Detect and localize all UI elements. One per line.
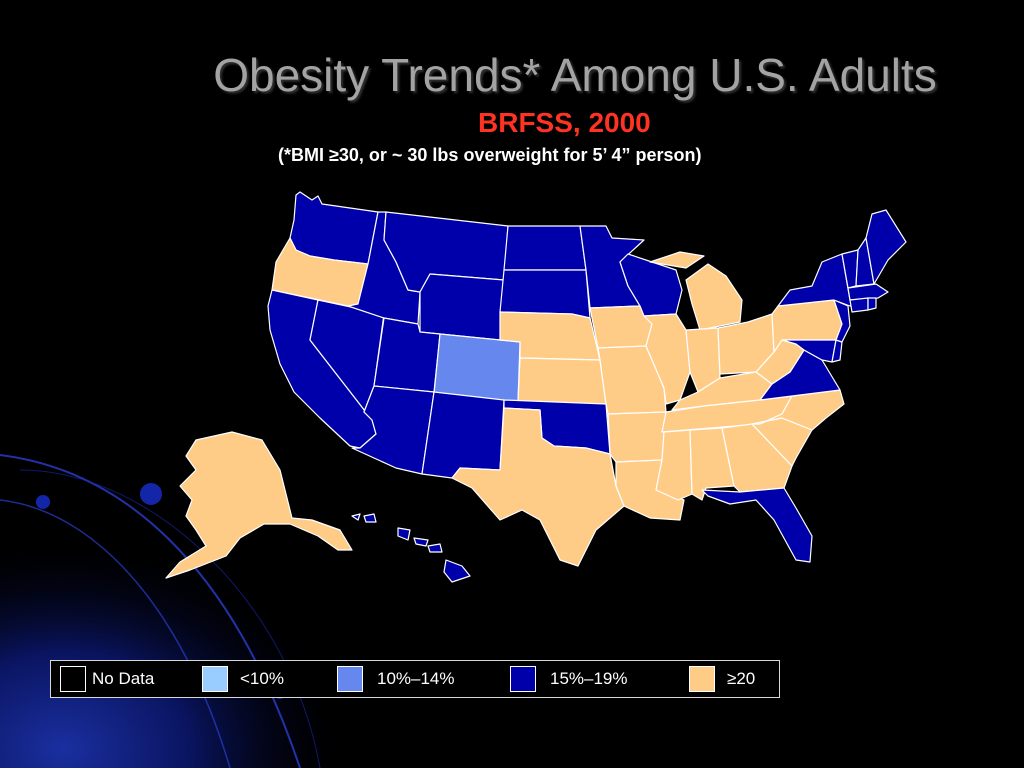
bmi-footnote: (*BMI ≥30, or ~ 30 lbs overweight for 5’… [278, 145, 702, 165]
state-illinois [643, 313, 691, 405]
state-texas [451, 407, 625, 567]
state-north-dakota [503, 225, 587, 271]
legend-label-lt10: <10% [240, 669, 284, 688]
legend-item-lt10: <10% [202, 665, 284, 693]
state-hawaii [351, 513, 471, 583]
legend-item-ge20: ≥20 [689, 665, 755, 693]
state-new-jersey [833, 299, 851, 343]
legend-swatch-ge20 [689, 666, 715, 692]
state-maine [865, 209, 907, 285]
state-south-dakota [499, 269, 591, 319]
legend-label-ge20: ≥20 [727, 669, 756, 688]
legend-item-no-data: No Data [60, 665, 154, 693]
state-massachusetts [847, 283, 889, 301]
state-alaska [165, 431, 353, 579]
state-arkansas [607, 411, 667, 463]
legend: No Data <10% 10%–14% 15%–19% ≥20 [50, 660, 780, 698]
state-north-carolina [751, 389, 845, 431]
state-florida [701, 487, 813, 563]
legend-item-15-19: 15%–19% [510, 665, 628, 693]
legend-swatch-lt10 [202, 666, 228, 692]
legend-label-15-19: 15%–19% [550, 669, 628, 688]
legend-swatch-no-data [60, 666, 86, 692]
legend-item-10-14: 10%–14% [337, 665, 455, 693]
state-colorado [433, 333, 521, 403]
state-rhode-island [867, 297, 877, 311]
legend-swatch-10-14 [337, 666, 363, 692]
slide-title: Obesity Trends* Among U.S. Adults [213, 49, 937, 101]
state-connecticut [849, 297, 869, 313]
slide-subtitle: BRFSS, 2000 [478, 107, 651, 138]
state-michigan [649, 251, 743, 331]
state-kansas [517, 357, 607, 405]
state-new-mexico [421, 391, 505, 479]
state-wyoming [419, 273, 505, 341]
legend-label-10-14: 10%–14% [377, 669, 455, 688]
legend-label-no-data: No Data [92, 669, 155, 688]
legend-swatch-15-19 [510, 666, 536, 692]
